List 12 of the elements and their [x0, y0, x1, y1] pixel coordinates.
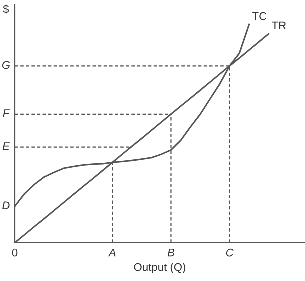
text: D: [2, 202, 10, 210]
series-label: TC: [252, 12, 267, 20]
x-tick-label: C: [226, 248, 234, 257]
x-axis-title: Output (Q): [134, 263, 186, 274]
series-label: TR: [272, 22, 286, 30]
x-tick-label: B: [168, 248, 175, 257]
ref-line-label: F: [3, 110, 10, 118]
ref-line-label: E: [2, 142, 10, 150]
x-tick-label: A: [108, 248, 116, 257]
ref-line-label: G: [2, 61, 10, 70]
y-axis-title: $: [3, 4, 10, 14]
x-tick-label: 0: [12, 248, 18, 257]
